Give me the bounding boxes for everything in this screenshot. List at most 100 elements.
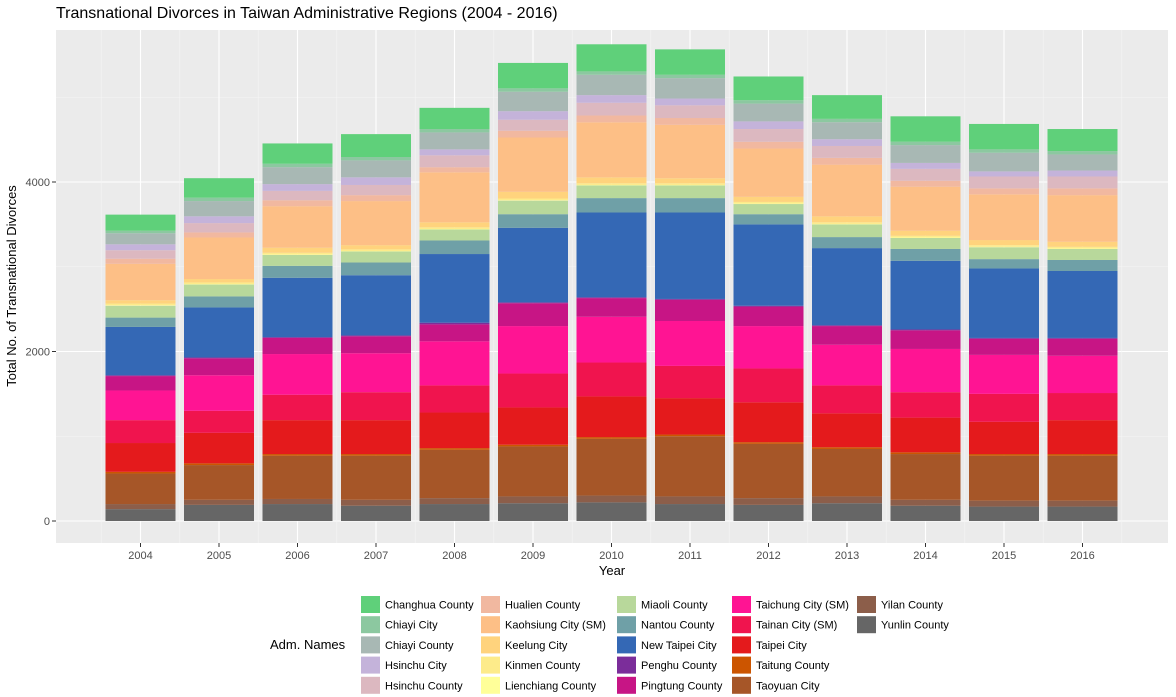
bar-segment	[733, 442, 804, 444]
bar-segment	[969, 506, 1039, 521]
legend-label: Hsinchu County	[385, 680, 463, 692]
legend: Changhua County Chiayi City Chiayi County H…	[361, 596, 949, 694]
bar-segment	[1047, 420, 1118, 455]
bar-segment	[105, 230, 176, 234]
bar-segment	[733, 121, 804, 130]
bar-segment	[105, 244, 176, 251]
bar-segment	[184, 201, 254, 217]
bar-segment	[733, 76, 804, 101]
bar-segment	[733, 498, 804, 505]
y-axis: 0 2000 4000	[26, 177, 56, 528]
bar-segment	[969, 454, 1039, 456]
bar-segment	[341, 245, 411, 250]
bar-segment	[341, 156, 411, 161]
bar-segment	[890, 186, 961, 231]
bar-segment	[498, 137, 568, 192]
bar-segment	[969, 421, 1039, 455]
bar-segment	[262, 498, 333, 505]
bar-segment	[576, 362, 647, 397]
bar-segment	[184, 465, 254, 500]
bar-segment	[341, 201, 411, 246]
bar-segment	[498, 302, 568, 304]
bar-segment	[1047, 170, 1118, 177]
bar-segment	[105, 375, 176, 377]
bar-segment	[419, 449, 490, 499]
bar-segment	[655, 98, 725, 106]
legend-label: Yilan County	[881, 600, 943, 612]
bar-segment	[498, 88, 568, 92]
legend-label: Lienchiang County	[505, 680, 597, 692]
bar-segment	[341, 251, 411, 263]
legend-label: Keelung City	[505, 640, 568, 652]
legend-label: Hualien County	[505, 600, 581, 612]
bar-segment	[498, 130, 568, 138]
bar-segment	[812, 248, 882, 326]
bar-segment	[576, 212, 647, 298]
bar-segment	[812, 385, 882, 414]
bar-segment	[890, 141, 961, 146]
bar-segment	[655, 496, 725, 505]
legend-swatch	[361, 636, 380, 654]
bar-segment	[498, 111, 568, 120]
legend-item: Kinmen County	[481, 656, 581, 674]
legend-swatch	[617, 656, 636, 674]
bar-segment	[262, 247, 333, 253]
bar-segment	[105, 300, 176, 304]
bar-segment	[733, 141, 804, 149]
bar-segment	[341, 184, 411, 196]
bar-segment	[419, 322, 490, 325]
bar-segment	[341, 454, 411, 456]
legend-item: Penghu County	[617, 656, 717, 674]
bar-segment	[498, 446, 568, 497]
bar-segment	[262, 163, 333, 168]
bar-segment	[655, 185, 725, 199]
bar-segment	[655, 74, 725, 79]
bar-segment	[341, 134, 411, 157]
legend-label: New Taipei City	[641, 640, 717, 652]
bar-segment	[498, 444, 568, 447]
bar-segment	[655, 183, 725, 185]
y-tick-label: 2000	[26, 347, 50, 359]
bar-segment	[890, 452, 961, 455]
legend-label: Taichung City (SM)	[756, 600, 849, 612]
legend-swatch	[732, 596, 751, 613]
bar-segment	[812, 413, 882, 448]
legend-label: Taitung County	[756, 660, 830, 672]
bar-segment	[262, 337, 333, 355]
bar-stack-2009	[498, 62, 568, 521]
bar-segment	[184, 358, 254, 376]
legend-swatch	[732, 616, 751, 634]
legend-swatch	[361, 616, 380, 634]
bar-segment	[969, 188, 1039, 195]
bar-segment	[419, 412, 490, 449]
legend-item: Hsinchu County	[361, 676, 463, 694]
bar-segment	[105, 317, 176, 327]
bar-segment	[812, 344, 882, 386]
bar-segment	[655, 178, 725, 184]
legend-item: Nantou County	[617, 616, 715, 634]
bar-segment	[184, 296, 254, 308]
legend-label: Chiayi City	[385, 620, 438, 632]
bar-segment	[576, 183, 647, 185]
bar-segment	[1047, 454, 1118, 456]
bar-segment	[262, 167, 333, 185]
bar-segment	[341, 335, 411, 337]
bar-segment	[419, 149, 490, 156]
bar-segment	[890, 505, 961, 521]
bar-segment	[184, 223, 254, 233]
bar-segment	[341, 353, 411, 393]
bar-segment	[1047, 337, 1118, 339]
bar-segment	[969, 176, 1039, 189]
bar-segment	[812, 448, 882, 497]
legend-label: Taoyuan City	[756, 680, 820, 692]
bar-segment	[184, 197, 254, 202]
bar-segment	[812, 222, 882, 224]
bar-segment	[341, 455, 411, 500]
bar-segment	[812, 447, 882, 449]
bar-segment	[969, 194, 1039, 241]
bar-segment	[969, 247, 1039, 260]
bar-segment	[262, 190, 333, 201]
bar-stack-2014	[890, 116, 961, 521]
legend-swatch	[732, 656, 751, 674]
